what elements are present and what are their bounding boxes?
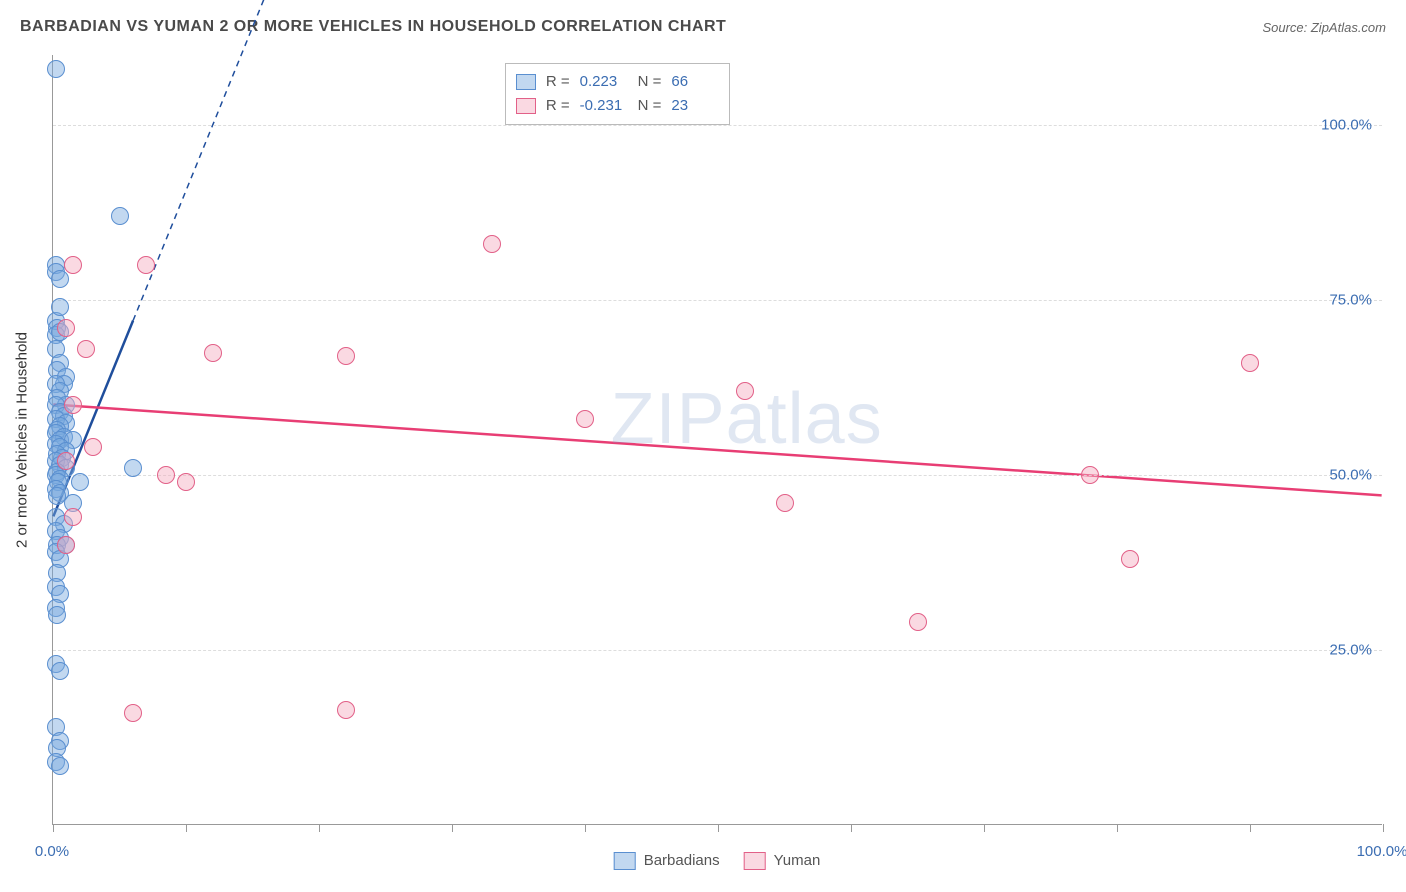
- gridline: [53, 650, 1382, 651]
- data-point: [337, 701, 355, 719]
- chart-title: BARBADIAN VS YUMAN 2 OR MORE VEHICLES IN…: [20, 18, 726, 36]
- data-point: [137, 256, 155, 274]
- gridline: [53, 300, 1382, 301]
- legend-swatch: [614, 852, 636, 870]
- data-point: [64, 508, 82, 526]
- chart-header: BARBADIAN VS YUMAN 2 OR MORE VEHICLES IN…: [20, 18, 1386, 36]
- y-tick-label: 25.0%: [1329, 642, 1372, 659]
- data-point: [776, 494, 794, 512]
- y-tick-label: 50.0%: [1329, 467, 1372, 484]
- stats-row: R = -0.231 N = 23: [516, 94, 720, 118]
- stat-n-label: N =: [638, 70, 662, 94]
- legend-label: Barbadians: [644, 852, 720, 869]
- data-point: [57, 536, 75, 554]
- x-tick-mark: [851, 824, 852, 832]
- data-point: [1081, 466, 1099, 484]
- data-point: [483, 235, 501, 253]
- chart-source: Source: ZipAtlas.com: [1262, 20, 1386, 35]
- x-tick-label: 0.0%: [35, 843, 69, 860]
- data-point: [51, 270, 69, 288]
- data-point: [47, 60, 65, 78]
- legend-label: Yuman: [774, 852, 821, 869]
- gridline: [53, 125, 1382, 126]
- data-point: [124, 704, 142, 722]
- data-point: [1241, 354, 1259, 372]
- data-point: [177, 473, 195, 491]
- data-point: [51, 757, 69, 775]
- x-tick-mark: [984, 824, 985, 832]
- data-point: [77, 340, 95, 358]
- stats-row: R = 0.223 N = 66: [516, 70, 720, 94]
- data-point: [64, 396, 82, 414]
- y-tick-label: 100.0%: [1321, 117, 1372, 134]
- stat-n-value: 23: [671, 94, 719, 118]
- legend-swatch: [516, 98, 536, 114]
- stat-n-value: 66: [671, 70, 719, 94]
- x-tick-mark: [1383, 824, 1384, 832]
- legend: Barbadians Yuman: [614, 837, 821, 884]
- legend-swatch: [516, 74, 536, 90]
- data-point: [204, 344, 222, 362]
- x-tick-mark: [452, 824, 453, 832]
- stats-box: R = 0.223 N = 66 R = -0.231 N = 23: [505, 63, 731, 125]
- trend-lines: [53, 55, 1382, 824]
- x-tick-mark: [585, 824, 586, 832]
- legend-item: Yuman: [744, 852, 821, 870]
- data-point: [111, 207, 129, 225]
- x-tick-label: 100.0%: [1357, 843, 1406, 860]
- legend-swatch: [744, 852, 766, 870]
- data-point: [337, 347, 355, 365]
- data-point: [51, 298, 69, 316]
- x-tick-mark: [1117, 824, 1118, 832]
- data-point: [57, 452, 75, 470]
- data-point: [51, 662, 69, 680]
- x-tick-mark: [53, 824, 54, 832]
- y-tick-label: 75.0%: [1329, 292, 1372, 309]
- x-tick-mark: [1250, 824, 1251, 832]
- y-axis-title: 2 or more Vehicles in Household: [14, 332, 31, 548]
- chart-plot-area: 25.0% 50.0% 75.0% 100.0% R = 0.223 N = 66 R = -0.…: [52, 55, 1382, 825]
- data-point: [909, 613, 927, 631]
- data-point: [71, 473, 89, 491]
- x-tick-mark: [186, 824, 187, 832]
- data-point: [64, 256, 82, 274]
- x-tick-mark: [319, 824, 320, 832]
- stat-n-label: N =: [638, 94, 662, 118]
- data-point: [736, 382, 754, 400]
- data-point: [48, 606, 66, 624]
- data-point: [57, 319, 75, 337]
- gridline: [53, 475, 1382, 476]
- data-point: [576, 410, 594, 428]
- stat-r-label: R =: [546, 70, 570, 94]
- data-point: [84, 438, 102, 456]
- x-tick-mark: [718, 824, 719, 832]
- data-point: [1121, 550, 1139, 568]
- stat-r-label: R =: [546, 94, 570, 118]
- data-point: [124, 459, 142, 477]
- data-point: [157, 466, 175, 484]
- stat-r-value: 0.223: [580, 70, 628, 94]
- stat-r-value: -0.231: [580, 94, 628, 118]
- legend-item: Barbadians: [614, 852, 720, 870]
